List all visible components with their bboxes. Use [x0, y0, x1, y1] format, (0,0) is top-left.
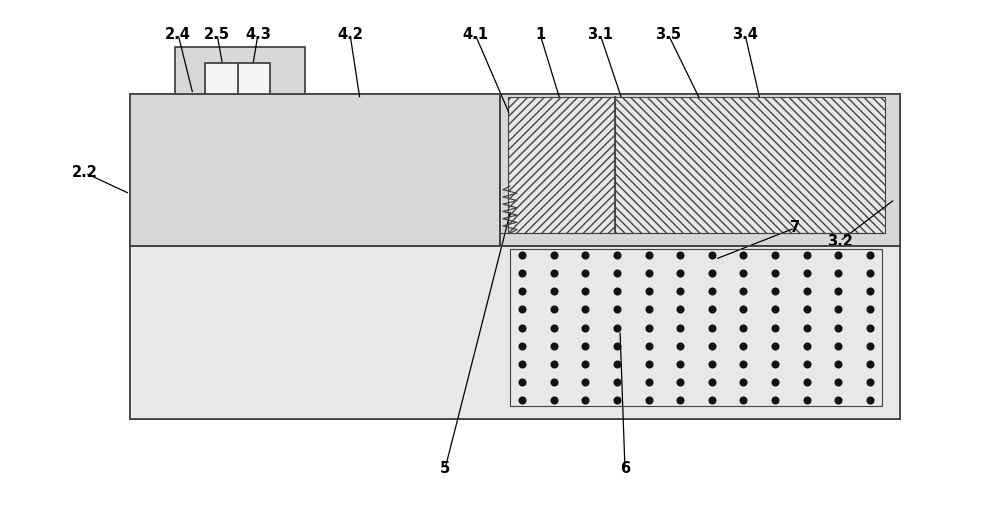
Text: 1: 1: [535, 27, 545, 41]
Bar: [500, 94, 900, 246]
Bar: [130, 246, 900, 419]
Bar: [510, 249, 882, 406]
Text: 2.4: 2.4: [165, 27, 191, 41]
Bar: [175, 47, 305, 94]
Text: 2.5: 2.5: [204, 27, 230, 41]
Text: 3.2: 3.2: [827, 234, 853, 248]
Text: 7: 7: [790, 221, 800, 235]
Text: 4.1: 4.1: [462, 27, 488, 41]
Text: 5: 5: [440, 462, 450, 476]
Text: 4.3: 4.3: [245, 27, 271, 41]
Bar: [205, 63, 270, 94]
Text: 4.2: 4.2: [337, 27, 363, 41]
Text: 3.1: 3.1: [587, 27, 613, 41]
Text: 6: 6: [620, 462, 630, 476]
Text: 3.5: 3.5: [655, 27, 681, 41]
Bar: [130, 94, 500, 246]
Bar: [615, 97, 885, 233]
Text: 3.4: 3.4: [732, 27, 758, 41]
Bar: [130, 94, 900, 419]
Text: 2.2: 2.2: [72, 166, 98, 180]
Bar: [508, 97, 615, 233]
